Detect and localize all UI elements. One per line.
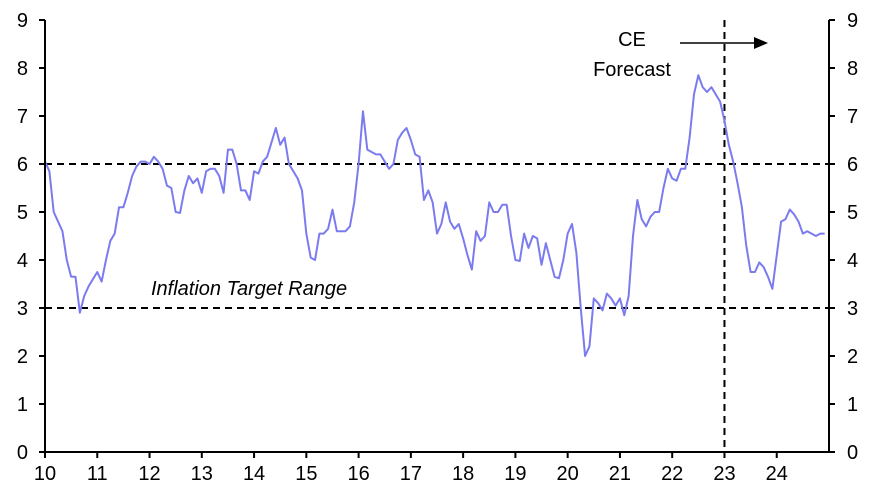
x-tick-label: 22: [661, 463, 683, 485]
y-tick-label-left: 6: [17, 154, 28, 176]
x-tick-label: 24: [766, 463, 788, 485]
x-tick-label: 18: [452, 463, 474, 485]
x-tick-label: 19: [504, 463, 526, 485]
forecast-label-ce: CE: [618, 29, 646, 51]
target-range-lines: [45, 163, 829, 309]
x-tick-label: 13: [191, 463, 213, 485]
y-axis-right: 0 1 2 3 4 5 6 7 8 9: [829, 10, 858, 464]
y-tick-label-left: 2: [17, 346, 28, 368]
target-range-label: Inflation Target Range: [151, 278, 347, 300]
x-axis: 10 11 12 13 14 15 16 17 18 19 20 21 22 23 24: [34, 452, 788, 485]
y-tick-label-right: 1: [847, 394, 858, 416]
y-tick-label-right: 7: [847, 106, 858, 128]
x-tick-label: 21: [609, 463, 631, 485]
y-tick-label-right: 4: [847, 250, 858, 272]
y-tick-label-left: 3: [17, 298, 28, 320]
y-tick-label-right: 8: [847, 58, 858, 80]
inflation-series-line: [44, 74, 825, 357]
x-tick-label: 14: [243, 463, 265, 485]
x-tick-label: 20: [557, 463, 579, 485]
y-tick-label-right: 2: [847, 346, 858, 368]
y-tick-label-left: 9: [17, 10, 28, 32]
y-tick-label-right: 9: [847, 10, 858, 32]
x-tick-label: 16: [347, 463, 369, 485]
y-tick-label-left: 4: [17, 250, 28, 272]
forecast-arrow-icon: [680, 37, 768, 49]
y-tick-label-left: 5: [17, 202, 28, 224]
y-tick-label-right: 5: [847, 202, 858, 224]
y-tick-label-left: 8: [17, 58, 28, 80]
y-tick-label-right: 0: [847, 442, 858, 464]
y-axis-left: 0 1 2 3 4 5 6 7 8 9: [17, 10, 45, 464]
y-tick-label-right: 6: [847, 154, 858, 176]
forecast-label-forecast: Forecast: [593, 59, 671, 81]
y-tick-label-left: 7: [17, 106, 28, 128]
x-tick-label: 11: [87, 463, 108, 485]
y-tick-label-left: 1: [17, 394, 28, 416]
x-tick-label: 12: [138, 463, 160, 485]
x-tick-label: 10: [34, 463, 56, 485]
x-tick-label: 15: [295, 463, 317, 485]
axes: [39, 20, 835, 453]
y-tick-label-left: 0: [17, 442, 28, 464]
x-tick-label: 17: [400, 463, 422, 485]
x-tick-label: 23: [713, 463, 735, 485]
y-tick-label-right: 3: [847, 298, 858, 320]
